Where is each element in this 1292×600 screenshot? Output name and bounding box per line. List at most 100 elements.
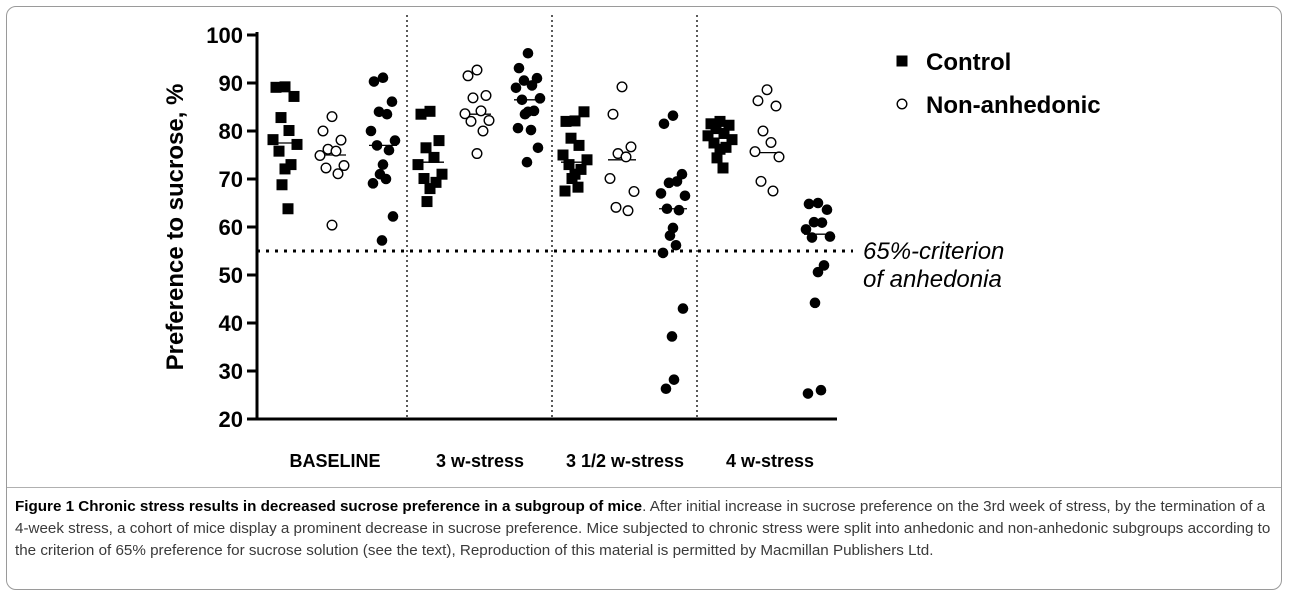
- data-point: [816, 217, 828, 228]
- data-point: [332, 168, 344, 180]
- data-point: [275, 112, 287, 124]
- data-point: [677, 303, 689, 314]
- data-point: [459, 108, 471, 120]
- data-point: [475, 105, 487, 117]
- data-point: [702, 130, 714, 142]
- data-point: [749, 146, 761, 158]
- data-point: [773, 151, 785, 163]
- data-point: [821, 204, 833, 216]
- data-point: [371, 140, 383, 151]
- data-point: [462, 70, 474, 82]
- data-point: [467, 92, 479, 104]
- data-point: [430, 176, 442, 188]
- data-point: [534, 93, 546, 104]
- data-point: [522, 47, 534, 59]
- data-point: [670, 239, 682, 251]
- data-point: [663, 177, 675, 189]
- data-point: [412, 159, 424, 171]
- data-point: [273, 145, 285, 157]
- data-point: [809, 297, 821, 309]
- data-point: [566, 173, 578, 185]
- data-point: [666, 331, 678, 342]
- data-point: [288, 90, 300, 102]
- data-point: [320, 162, 332, 174]
- data-point: [415, 108, 427, 120]
- data-point: [673, 204, 685, 216]
- data-point: [815, 384, 827, 396]
- data-point: [471, 148, 483, 160]
- data-point: [657, 247, 669, 259]
- data-point: [519, 108, 531, 120]
- group-label: 3 1/2 w-stress: [566, 451, 684, 471]
- data-point: [335, 134, 347, 146]
- data-point: [314, 149, 326, 161]
- legend-label-non-anhedonic: Non-anhedonic: [926, 92, 1101, 119]
- data-point: [720, 141, 732, 153]
- data-point: [326, 219, 338, 231]
- data-point: [711, 152, 723, 164]
- data-point: [326, 111, 338, 123]
- data-point: [317, 125, 329, 137]
- y-tick-label: 60: [219, 215, 243, 240]
- data-point: [368, 76, 380, 87]
- data-point: [755, 175, 767, 187]
- data-point: [283, 125, 295, 137]
- data-point: [565, 132, 577, 144]
- data-point: [420, 142, 432, 154]
- data-point: [655, 188, 667, 199]
- figure-caption: Figure 1 Chronic stress results in decre…: [15, 496, 1273, 562]
- data-point: [668, 374, 680, 385]
- data-point: [803, 198, 815, 210]
- data-point: [661, 203, 673, 215]
- data-point: [660, 383, 672, 395]
- data-point: [521, 156, 533, 168]
- caption-title: Figure 1 Chronic stress results in decre…: [15, 498, 643, 515]
- data-point: [575, 163, 587, 175]
- group-label: 3 w-stress: [436, 451, 524, 471]
- caption-divider: [7, 487, 1281, 488]
- y-axis-title: Preference to sucrose, %: [162, 84, 189, 371]
- data-point: [800, 224, 812, 235]
- data-point: [532, 142, 544, 154]
- data-point: [625, 141, 637, 153]
- data-point: [679, 190, 691, 202]
- data-point: [477, 125, 489, 137]
- y-tick-label: 30: [219, 359, 243, 384]
- data-point: [418, 173, 430, 185]
- data-point: [270, 81, 282, 93]
- data-point: [610, 201, 622, 213]
- data-point: [658, 118, 670, 130]
- data-point: [526, 80, 538, 91]
- data-point: [710, 123, 722, 135]
- legend-marker-non-anhedonic: [896, 98, 908, 110]
- data-point: [559, 185, 571, 197]
- data-point: [421, 196, 433, 208]
- data-point: [518, 75, 530, 86]
- data-point: [380, 173, 392, 185]
- data-point: [376, 235, 388, 246]
- data-point: [578, 106, 590, 118]
- data-point: [285, 159, 297, 171]
- data-point: [765, 137, 777, 149]
- data-point: [428, 151, 440, 163]
- data-point: [708, 137, 720, 149]
- y-tick-label: 50: [219, 263, 243, 288]
- data-point: [824, 231, 836, 242]
- data-point: [279, 81, 291, 93]
- data-point: [377, 72, 389, 84]
- data-point: [282, 203, 294, 215]
- data-point: [513, 62, 525, 74]
- data-point: [572, 181, 584, 193]
- y-tick-label: 40: [219, 311, 243, 336]
- data-point: [465, 115, 477, 127]
- data-point: [667, 110, 679, 121]
- data-point: [471, 64, 483, 76]
- data-point: [387, 211, 399, 222]
- data-point: [616, 81, 628, 93]
- data-point: [386, 96, 398, 108]
- data-point: [483, 114, 495, 126]
- data-point: [718, 127, 730, 139]
- data-point: [512, 122, 524, 134]
- data-point: [516, 94, 528, 106]
